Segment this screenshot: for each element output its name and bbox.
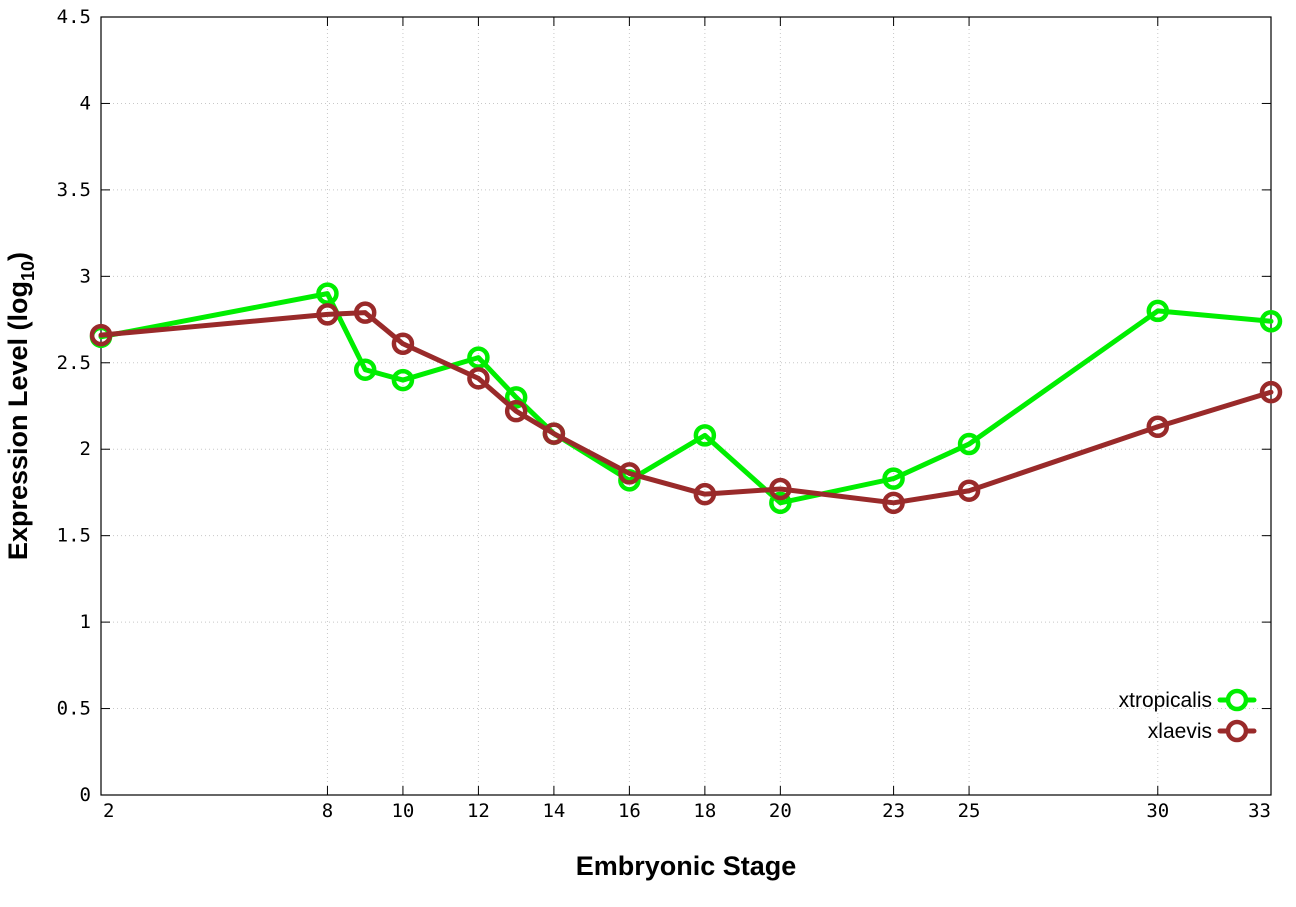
data-point-xtropicalis <box>882 467 905 490</box>
data-point-xlaevis <box>1146 415 1170 438</box>
data-point-xtropicalis <box>504 386 528 409</box>
data-point-xlaevis <box>542 422 566 445</box>
series-line-xlaevis <box>98 310 1274 506</box>
x-axis-title: Embryonic Stage <box>576 851 797 881</box>
data-point-xlaevis <box>769 477 792 501</box>
data-point-xtropicalis <box>693 424 717 447</box>
x-tick-label: 30 <box>1146 800 1169 822</box>
data-point-xlaevis <box>504 399 528 423</box>
x-tick-label: 8 <box>322 800 333 822</box>
data-point-xlaevis <box>882 491 905 515</box>
y-tick-label: 1 <box>80 611 91 633</box>
data-point-xlaevis <box>89 323 113 347</box>
y-tick-label: 3 <box>80 265 91 287</box>
x-tick-label: 14 <box>542 800 565 822</box>
x-tick-label: 18 <box>693 800 716 822</box>
x-tick-label: 33 <box>1248 800 1271 822</box>
data-point-xtropicalis <box>467 346 490 369</box>
data-point-xtropicalis <box>353 358 377 381</box>
x-tick-label: 20 <box>769 800 792 822</box>
data-point-xlaevis <box>467 367 490 390</box>
data-point-xtropicalis <box>391 368 415 392</box>
data-point-xlaevis <box>391 332 415 356</box>
data-point-xtropicalis <box>1146 299 1170 323</box>
y-tick-label: 3.5 <box>57 179 91 201</box>
x-tick-label: 12 <box>467 800 490 822</box>
data-point-xtropicalis <box>1259 310 1283 333</box>
y-tick-label: 0.5 <box>57 698 91 720</box>
x-tick-label: 23 <box>882 800 905 822</box>
y-tick-label: 0 <box>80 784 91 806</box>
x-tick-label: 25 <box>958 800 981 822</box>
x-tick-label: 10 <box>391 800 414 822</box>
legend: xtropicalis xlaevis <box>1119 688 1257 743</box>
data-point-xlaevis <box>1259 380 1283 404</box>
data-point-xtropicalis <box>957 432 981 456</box>
x-tick-label: 2 <box>103 800 114 822</box>
legend-label-xtropicalis: xtropicalis <box>1119 689 1212 712</box>
y-axis-title-close: ) <box>3 252 33 261</box>
y-tick-label: 2.5 <box>57 352 91 374</box>
y-axis-title-subscript: 10 <box>18 261 38 281</box>
y-axis-title-main: Expression Level (log <box>3 281 33 560</box>
data-point-xlaevis <box>618 462 641 485</box>
series <box>89 282 1283 515</box>
data-point-xtropicalis <box>316 282 339 305</box>
legend-marker-xtropicalis <box>1225 688 1249 712</box>
data-point-xlaevis <box>316 303 339 326</box>
plot-frame <box>100 16 1272 796</box>
series-line-xtropicalis <box>98 291 1274 506</box>
legend-marker-xlaevis <box>1225 719 1249 743</box>
y-axis-title: Expression Level (log10) <box>3 252 38 560</box>
axis-ticks: 0 0.5 1 1.5 2 2.5 3 3.5 4 4.5 2 8 10 12 14 16 18 20 23 25 30… <box>57 6 1272 822</box>
x-tick-label: 16 <box>618 800 641 822</box>
y-tick-label: 2 <box>80 438 91 460</box>
data-point-xtropicalis <box>769 491 792 515</box>
y-tick-label: 4 <box>80 92 91 114</box>
grid <box>101 17 1271 795</box>
legend-label-xlaevis: xlaevis <box>1148 720 1212 743</box>
y-tick-label: 1.5 <box>57 525 91 547</box>
data-point-xlaevis <box>957 479 981 502</box>
y-tick-label: 4.5 <box>57 6 91 28</box>
data-point-xlaevis <box>353 301 377 324</box>
data-point-xlaevis <box>693 482 717 506</box>
